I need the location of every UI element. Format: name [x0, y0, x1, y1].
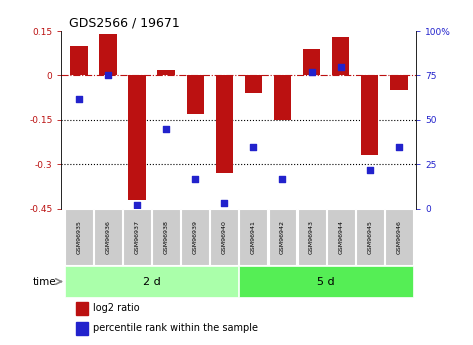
Bar [245, 76, 262, 93]
FancyBboxPatch shape [356, 209, 384, 265]
Bar [216, 76, 233, 173]
FancyBboxPatch shape [239, 266, 413, 297]
Bar [76, 302, 88, 315]
Point [250, 144, 257, 149]
Point [395, 144, 403, 149]
Point [279, 176, 286, 181]
Text: GSM96945: GSM96945 [367, 220, 372, 254]
Point [192, 176, 199, 181]
FancyBboxPatch shape [327, 209, 355, 265]
Text: log2 ratio: log2 ratio [94, 303, 140, 313]
Point [308, 69, 315, 75]
Text: GSM96936: GSM96936 [105, 220, 111, 254]
Text: GSM96938: GSM96938 [164, 220, 169, 254]
FancyBboxPatch shape [65, 209, 93, 265]
FancyBboxPatch shape [123, 209, 151, 265]
Text: GSM96944: GSM96944 [338, 220, 343, 254]
Text: GSM96943: GSM96943 [309, 220, 314, 254]
Bar [332, 37, 350, 76]
FancyBboxPatch shape [210, 209, 238, 265]
FancyBboxPatch shape [298, 209, 325, 265]
Text: 5 d: 5 d [317, 277, 335, 287]
Text: GDS2566 / 19671: GDS2566 / 19671 [69, 17, 179, 30]
FancyBboxPatch shape [152, 209, 180, 265]
Text: time: time [33, 277, 56, 287]
Point [366, 167, 374, 172]
Text: percentile rank within the sample: percentile rank within the sample [94, 323, 258, 333]
Point [220, 201, 228, 206]
Bar [186, 76, 204, 114]
Text: GSM96940: GSM96940 [222, 220, 227, 254]
Text: 2 d: 2 d [143, 277, 160, 287]
FancyBboxPatch shape [239, 209, 267, 265]
FancyBboxPatch shape [94, 209, 122, 265]
FancyBboxPatch shape [385, 209, 413, 265]
Bar [390, 76, 408, 90]
Text: GSM96937: GSM96937 [135, 220, 140, 254]
Bar [274, 76, 291, 120]
Bar [361, 76, 378, 156]
FancyBboxPatch shape [65, 266, 238, 297]
Point [104, 73, 112, 78]
Bar [76, 322, 88, 335]
FancyBboxPatch shape [181, 209, 209, 265]
Text: GSM96941: GSM96941 [251, 220, 256, 254]
Point [162, 126, 170, 131]
Text: GSM96946: GSM96946 [396, 220, 401, 254]
Point [75, 96, 83, 101]
Text: GSM96935: GSM96935 [77, 220, 81, 254]
Point [133, 203, 141, 208]
Bar [158, 70, 175, 76]
Text: GSM96942: GSM96942 [280, 220, 285, 254]
Bar [303, 49, 320, 76]
Text: GSM96939: GSM96939 [193, 220, 198, 254]
Point [337, 64, 344, 69]
Bar [99, 34, 117, 76]
Bar [70, 46, 88, 76]
Bar [128, 76, 146, 200]
FancyBboxPatch shape [269, 209, 297, 265]
